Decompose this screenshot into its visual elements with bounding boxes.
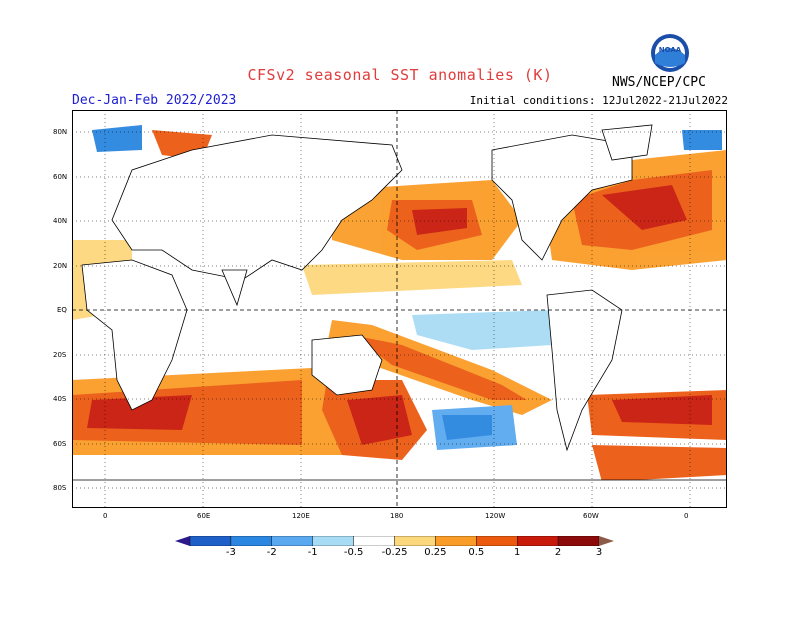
colorbar-segment	[353, 536, 395, 546]
colorbar-arrow-high	[599, 536, 614, 546]
continent-outlines	[72, 124, 727, 508]
reference-lines	[72, 110, 727, 508]
lon-label: 0	[684, 512, 689, 520]
colorbar-tick-label: 1	[514, 547, 521, 558]
sst-anomaly-map	[72, 110, 727, 508]
lon-label: 60W	[583, 512, 599, 520]
lon-label: 120E	[292, 512, 310, 520]
colorbar-segment	[557, 536, 600, 546]
lat-label: 60S	[53, 440, 67, 448]
colorbar-tick-label: -1	[307, 547, 318, 558]
colorbar	[175, 536, 614, 546]
colorbar-tick-label: -3	[225, 547, 236, 558]
lat-label: 60N	[53, 173, 68, 181]
lat-label: 40N	[53, 217, 68, 225]
noaa-logo-icon: NOAA	[651, 34, 689, 72]
colorbar-tick-label: -2	[266, 547, 277, 558]
agency-label: NWS/NCEP/CPC	[612, 75, 706, 90]
colorbar-tick-label: -0.5	[343, 547, 364, 558]
colorbar-segment	[230, 536, 273, 546]
svg-text:NOAA: NOAA	[659, 46, 682, 54]
colorbar-tick-label: 2	[554, 547, 562, 558]
initial-conditions: Initial conditions: 12Jul2022-21Jul2022	[469, 94, 728, 107]
map-title: CFSv2 seasonal SST anomalies (K)	[247, 66, 553, 84]
colorbar-segment	[394, 536, 436, 546]
lon-label: 60E	[197, 512, 211, 520]
lat-label: EQ	[57, 306, 67, 314]
colorbar-tick-label: 0.25	[424, 547, 447, 558]
colorbar-segment	[476, 536, 518, 546]
lat-label: 40S	[53, 395, 67, 403]
colorbar-segment	[517, 536, 559, 546]
colorbar-arrow-low	[175, 536, 190, 546]
forecast-period: Dec-Jan-Feb 2022/2023	[72, 93, 237, 108]
lat-label: 80S	[53, 484, 67, 492]
colorbar-segment	[312, 536, 354, 546]
colorbar-segment	[271, 536, 313, 546]
lon-label: 0	[103, 512, 108, 520]
colorbar-segment	[435, 536, 477, 546]
lon-label: 120W	[485, 512, 506, 520]
colorbar-tick-label: 3	[595, 547, 603, 558]
lat-label: 20N	[53, 262, 68, 270]
colorbar-tick-label: 0.5	[468, 547, 485, 558]
colorbar-tick-label: -0.25	[381, 547, 408, 558]
map-frame	[72, 110, 727, 508]
colorbar-segment	[189, 536, 232, 546]
lat-label: 20S	[53, 351, 67, 359]
lat-label: 80N	[53, 128, 68, 136]
lon-label: 180	[390, 512, 404, 520]
